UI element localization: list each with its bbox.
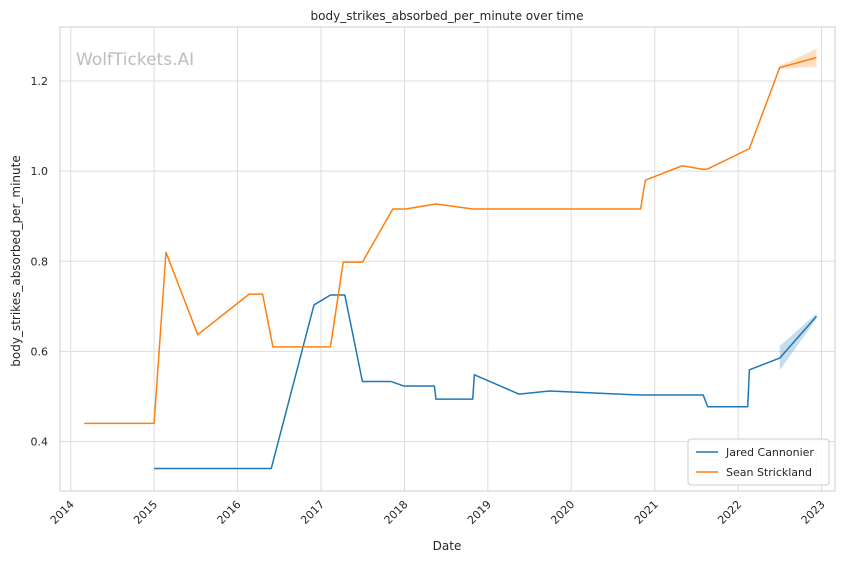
x-tick-label: 2017 <box>298 498 327 527</box>
x-tick-label: 2022 <box>715 498 744 527</box>
x-tick-label: 2014 <box>48 498 77 527</box>
x-tick-label: 2018 <box>382 498 411 527</box>
x-tick-label: 2020 <box>548 498 577 527</box>
x-tick-label: 2016 <box>215 498 244 527</box>
x-tick-label: 2019 <box>465 498 494 527</box>
legend: Jared Cannonier Sean Strickland <box>687 438 830 486</box>
sean-strickland-confidence-band <box>779 48 817 69</box>
x-axis-title: Date <box>433 539 462 553</box>
series-lines <box>84 56 818 470</box>
y-tick-label: 0.6 <box>31 345 49 358</box>
y-axis-ticks: 0.4 0.6 0.8 1.0 1.2 <box>31 75 49 448</box>
legend-label-jared-cannonier: Jared Cannonier <box>725 446 814 459</box>
y-tick-label: 0.8 <box>31 255 49 268</box>
legend-box <box>687 438 830 486</box>
legend-label-sean-strickland: Sean Strickland <box>726 466 812 479</box>
x-tick-label: 2023 <box>799 498 828 527</box>
x-tick-label: 2021 <box>632 498 661 527</box>
watermark: WolfTickets.AI <box>76 50 194 70</box>
chart-title: body_strikes_absorbed_per_minute over ti… <box>311 9 584 23</box>
x-axis-ticks: 2014 2015 2016 2017 2018 2019 2020 2021 2022 2023 <box>48 498 828 527</box>
y-tick-label: 0.4 <box>31 435 49 448</box>
x-tick-label: 2015 <box>131 498 160 527</box>
y-axis-title: body_strikes_absorbed_per_minute <box>9 155 23 366</box>
sean-strickland-series-line <box>84 56 817 425</box>
y-tick-label: 1.0 <box>31 165 49 178</box>
y-tick-label: 1.2 <box>31 75 49 88</box>
jared-cannonier-series-line <box>154 294 818 470</box>
grid-lines <box>60 27 835 491</box>
plot-area-frame <box>59 26 836 492</box>
